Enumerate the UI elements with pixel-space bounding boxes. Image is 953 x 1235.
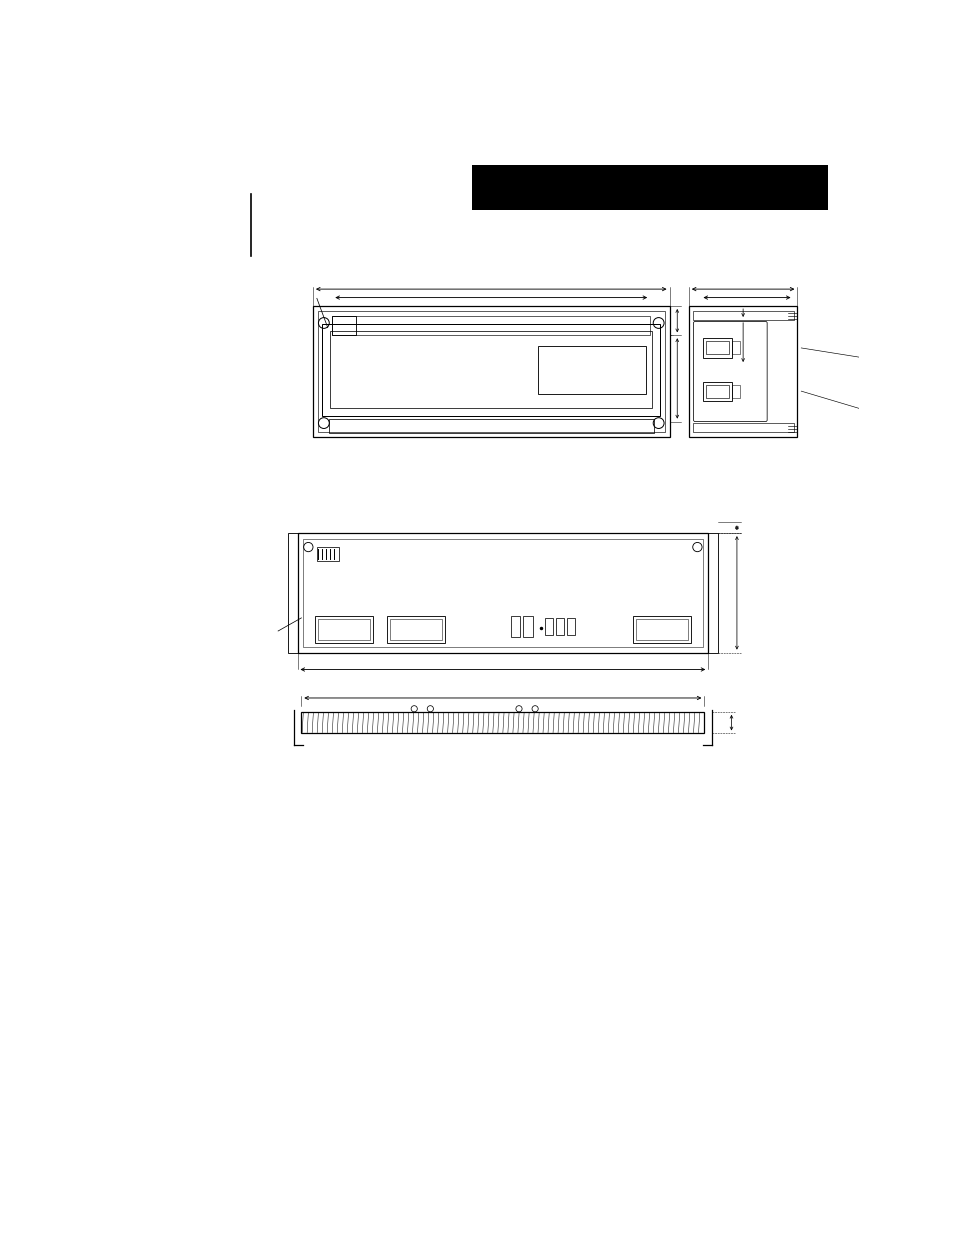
- Bar: [386, 616, 444, 643]
- Bar: [390, 620, 441, 640]
- Bar: [301, 711, 703, 734]
- Bar: [297, 534, 707, 652]
- Bar: [705, 341, 728, 354]
- Bar: [702, 338, 732, 358]
- Bar: [317, 311, 664, 432]
- Bar: [332, 316, 355, 336]
- Bar: [692, 424, 793, 432]
- Bar: [732, 384, 740, 398]
- Bar: [322, 324, 659, 416]
- Bar: [705, 384, 728, 398]
- Bar: [330, 331, 652, 409]
- Bar: [732, 341, 740, 354]
- Bar: [313, 306, 669, 437]
- Bar: [472, 165, 827, 210]
- Bar: [633, 616, 691, 643]
- Bar: [636, 620, 687, 640]
- Bar: [511, 615, 519, 637]
- Bar: [316, 547, 338, 561]
- Bar: [328, 419, 654, 433]
- Bar: [566, 618, 574, 635]
- Bar: [314, 616, 373, 643]
- Bar: [556, 618, 563, 635]
- Bar: [523, 615, 532, 637]
- Bar: [702, 382, 732, 401]
- Bar: [288, 534, 297, 652]
- Bar: [332, 316, 649, 336]
- Bar: [692, 311, 793, 320]
- Bar: [303, 538, 702, 647]
- Bar: [317, 620, 369, 640]
- Bar: [537, 346, 645, 394]
- Bar: [544, 618, 553, 635]
- Bar: [688, 306, 797, 437]
- Bar: [707, 534, 717, 652]
